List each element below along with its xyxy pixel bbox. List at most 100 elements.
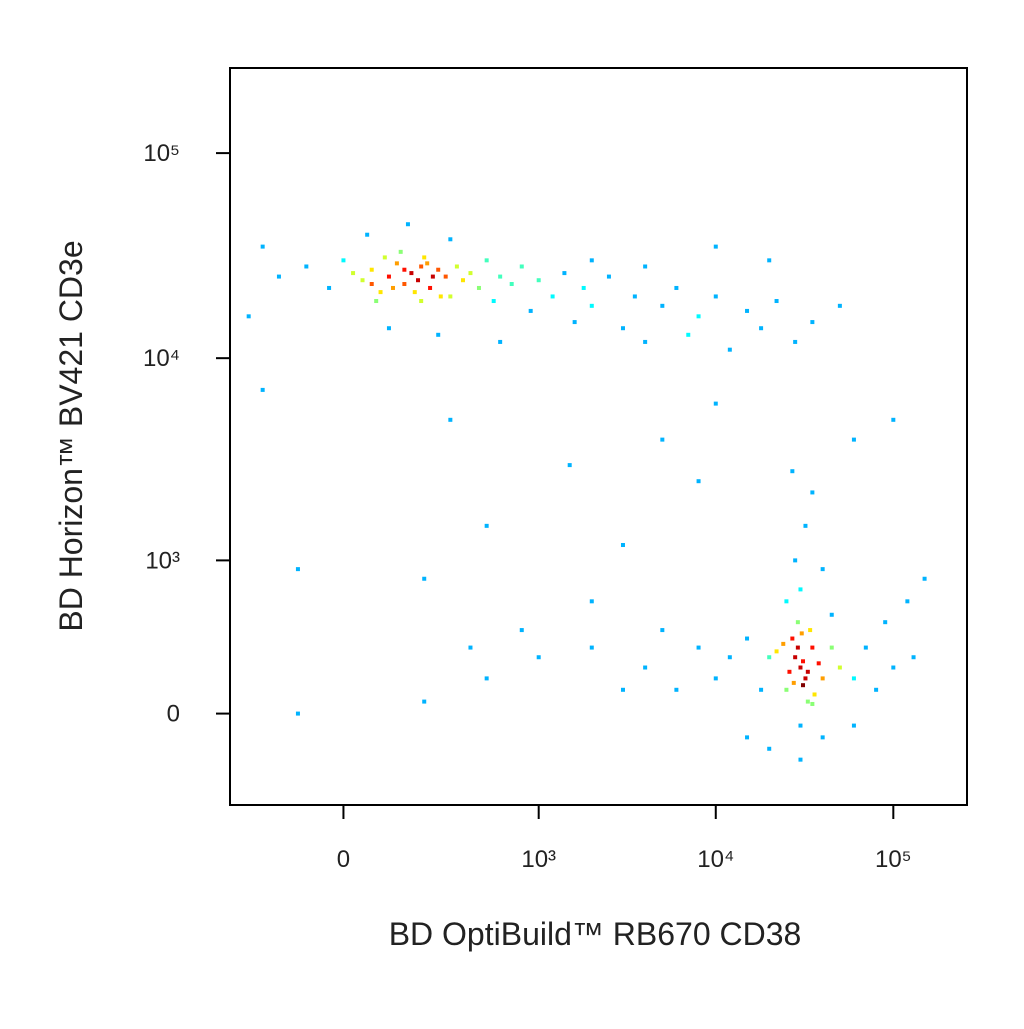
event-dot [759, 326, 764, 331]
event-dot [713, 401, 718, 406]
event-dot [696, 479, 701, 484]
event-dot [799, 631, 804, 636]
event-dot [422, 255, 427, 260]
event-dot [550, 294, 555, 299]
event-dot [295, 711, 300, 716]
x-tick-label: 10⁴ [697, 846, 734, 873]
event-dot [767, 258, 772, 263]
event-dot [276, 274, 281, 279]
event-dot [589, 258, 594, 263]
y-axis-label: BD Horizon™ BV421 CD3e [53, 240, 89, 631]
event-dot [448, 294, 453, 299]
event-dot [327, 285, 332, 290]
event-dot [386, 274, 391, 279]
event-dot [713, 676, 718, 681]
event-dot [674, 687, 679, 692]
event-dot [428, 285, 433, 290]
event-dot [620, 687, 625, 692]
event-dot [589, 645, 594, 650]
event-dot [803, 676, 808, 681]
event-dot [874, 687, 879, 692]
event-dot [727, 347, 732, 352]
x-tick-label: 0 [337, 846, 350, 873]
event-dot [425, 261, 430, 266]
event-dot [369, 282, 374, 287]
event-dot [378, 290, 383, 295]
event-dot [829, 612, 834, 617]
event-dot [812, 692, 817, 697]
plot-frame [229, 67, 968, 806]
x-axis-label: BD OptiBuild™ RB670 CD38 [389, 916, 802, 952]
event-dot [660, 437, 665, 442]
event-dot [767, 655, 772, 660]
event-dot [793, 558, 798, 563]
event-dot [402, 267, 407, 272]
event-dot [798, 723, 803, 728]
event-dot [438, 294, 443, 299]
event-dot [808, 628, 813, 633]
event-dot [365, 232, 370, 237]
event-dot [398, 249, 403, 254]
event-dot [643, 665, 648, 670]
event-dot [304, 264, 309, 269]
event-dot [454, 264, 459, 269]
event-dot [260, 244, 265, 249]
event-dot [581, 285, 586, 290]
event-dot [767, 746, 772, 751]
event-dot [419, 264, 424, 269]
event-dot [696, 645, 701, 650]
event-dot [416, 278, 421, 283]
event-dot [686, 332, 691, 337]
event-dot [360, 278, 365, 283]
event-dot [484, 676, 489, 681]
event-dot [727, 655, 732, 660]
event-dot [798, 587, 803, 592]
y-tick-label: 10⁴ [143, 345, 180, 372]
event-dot [793, 655, 798, 660]
event-dot [774, 299, 779, 304]
event-dot [745, 636, 750, 641]
event-dot [713, 294, 718, 299]
event-dot [246, 314, 251, 319]
event-dot [374, 299, 379, 304]
event-dot [643, 339, 648, 344]
event-dot [774, 649, 779, 654]
event-dot [745, 308, 750, 313]
event-dot [528, 308, 533, 313]
y-tick-label: 10⁵ [143, 140, 180, 167]
event-dot [509, 282, 514, 287]
event-dot [713, 244, 718, 249]
event-dot [784, 599, 789, 604]
event-dot [851, 676, 856, 681]
event-dot [382, 255, 387, 260]
event-dot [422, 699, 427, 704]
event-dot [562, 271, 567, 276]
event-dot [419, 299, 424, 304]
event-dot [795, 620, 800, 625]
event-dot [402, 282, 407, 287]
event-dot [341, 258, 346, 263]
event-dot [784, 687, 789, 692]
event-dot [589, 599, 594, 604]
event-dot [791, 680, 796, 685]
event-dot [810, 320, 815, 325]
event-dot [436, 332, 441, 337]
event-dot [620, 326, 625, 331]
event-dot [394, 261, 399, 266]
event-dot [829, 645, 834, 650]
event-dot [484, 258, 489, 263]
event-dot [781, 641, 786, 646]
event-dot [891, 417, 896, 422]
event-dot [536, 655, 541, 660]
event-dot [660, 628, 665, 633]
event-dot [820, 735, 825, 740]
event-dot [820, 567, 825, 572]
event-dot [851, 437, 856, 442]
event-dot [536, 278, 541, 283]
y-tick-label: 10³ [145, 547, 180, 574]
event-dot [436, 267, 441, 272]
event-dot [409, 271, 414, 276]
event-dot [696, 314, 701, 319]
event-dot [412, 290, 417, 295]
event-dot [519, 264, 524, 269]
